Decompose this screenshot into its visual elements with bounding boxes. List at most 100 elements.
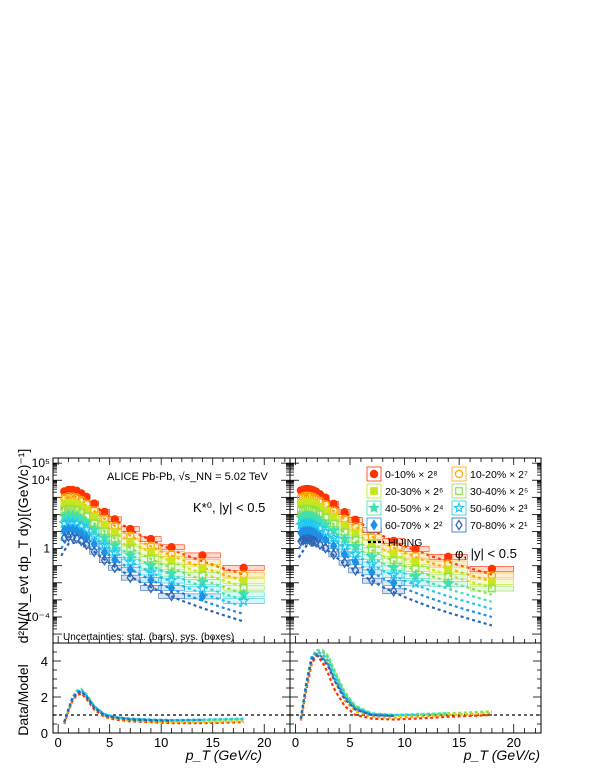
data-point — [454, 469, 464, 479]
legend-box — [451, 500, 467, 516]
data-point — [111, 554, 119, 566]
data-point — [72, 532, 81, 545]
ratio-curve-0 — [63, 692, 244, 725]
data-point — [409, 577, 422, 589]
legend-box — [451, 466, 467, 482]
ratio-curve-7 — [299, 654, 394, 719]
data-point — [351, 564, 360, 577]
sys-box — [361, 577, 382, 584]
left-particle-label: K*⁰, |y| < 0.5 — [193, 500, 265, 515]
legend-box — [451, 483, 467, 499]
data-point — [126, 571, 134, 584]
data-point — [303, 533, 312, 546]
legend-entry: 50-60% × 2³ — [451, 500, 528, 516]
uncertainty-note: Uncertainties: stat. (bars), sys. (boxes… — [63, 632, 234, 643]
data-point — [100, 521, 109, 529]
data-point — [167, 590, 176, 602]
x-tick-label: 0 — [55, 735, 62, 750]
y-tick-label: 10⁴ — [31, 473, 50, 487]
data-point — [68, 531, 77, 543]
sys-box — [108, 564, 122, 571]
data-point — [167, 582, 176, 594]
data-point — [340, 556, 349, 569]
data-point — [100, 546, 109, 559]
data-points — [58, 484, 497, 607]
sys-box — [158, 593, 185, 599]
sys-box — [469, 585, 515, 592]
legend-label: HIJING — [388, 537, 422, 549]
data-point — [329, 512, 338, 521]
data-point — [198, 590, 207, 603]
legend-label: 20-30% × 2⁶ — [385, 486, 443, 498]
collaboration-label: ALICE Pb-Pb, √s_NN = 5.02 TeV — [107, 471, 268, 483]
x-tick-label: 5 — [346, 735, 353, 750]
legend-label: 30-40% × 2⁵ — [470, 486, 528, 498]
data-point — [387, 568, 400, 581]
data-point — [147, 582, 155, 594]
data-point — [82, 538, 91, 551]
data-point — [389, 550, 398, 558]
x-tick-label: 15 — [205, 735, 219, 750]
data-point — [77, 527, 86, 540]
data-point — [487, 564, 497, 574]
data-point — [312, 536, 320, 548]
data-point — [368, 574, 376, 587]
data-point — [167, 556, 176, 565]
legend-entry: HIJING — [368, 537, 422, 549]
data-point — [126, 538, 135, 547]
data-point — [369, 469, 379, 479]
sys-box — [140, 585, 162, 591]
legend-label: 40-50% × 2⁴ — [385, 503, 444, 515]
data-point — [239, 563, 248, 573]
sys-box — [108, 523, 122, 529]
data-point — [389, 585, 398, 597]
legend-entry: 20-30% × 2⁶ — [366, 483, 443, 499]
legend-entry: 40-50% × 2⁴ — [366, 500, 444, 516]
data-point — [365, 558, 378, 570]
right-particle-label: φ, |y| < 0.5 — [455, 546, 517, 561]
x-tick-label: 20 — [257, 735, 271, 750]
data-point — [487, 584, 496, 593]
sys-box — [140, 543, 162, 549]
ratio-tick-label: 4 — [41, 654, 48, 669]
data-point — [327, 531, 340, 544]
data-point — [487, 578, 496, 586]
data-point — [147, 574, 155, 586]
legend-label: 10-20% × 2⁷ — [470, 469, 528, 481]
legend-entry: 0-10% × 2⁸ — [366, 466, 438, 482]
data-point — [411, 558, 420, 567]
ratio-tick-label: 2 — [41, 690, 48, 705]
data-point — [198, 564, 207, 573]
x-tick-label: 10 — [397, 735, 411, 750]
data-point — [442, 577, 455, 589]
legend-entry: 70-80% × 2¹ — [451, 517, 528, 533]
data-point — [351, 529, 360, 537]
data-point — [310, 535, 318, 547]
ratio-axis-title: Data/Model — [15, 664, 31, 736]
ratio-curve-7 — [63, 690, 172, 723]
legend-box — [451, 517, 467, 533]
data-point — [146, 548, 155, 557]
sys-box — [328, 551, 339, 558]
data-point — [110, 528, 119, 537]
ratio-curves — [53, 648, 541, 725]
data-point — [126, 524, 135, 534]
data-point — [90, 538, 98, 550]
data-point — [146, 534, 156, 544]
sys-box — [428, 560, 468, 567]
data-point — [111, 562, 119, 574]
data-point — [305, 534, 314, 546]
sys-box — [120, 533, 140, 539]
y-tick-label: 1 — [43, 542, 50, 556]
data-point — [308, 534, 316, 546]
x-tick-label: 15 — [452, 735, 466, 750]
data-point — [370, 487, 378, 495]
sys-box — [184, 559, 221, 566]
data-point — [90, 512, 99, 521]
data-point — [444, 566, 453, 574]
data-point — [319, 525, 332, 537]
data-point — [110, 515, 120, 524]
data-point — [455, 519, 463, 531]
axis-ticks — [53, 457, 541, 734]
